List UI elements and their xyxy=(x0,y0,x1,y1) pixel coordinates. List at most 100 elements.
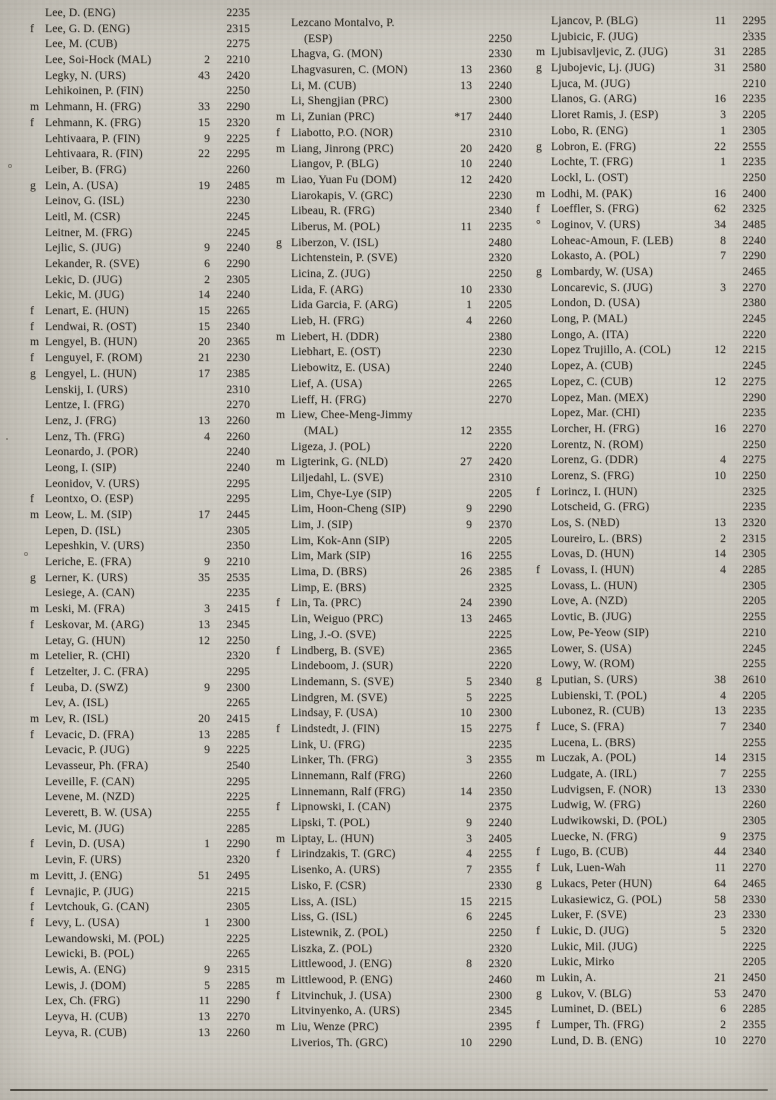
title-prefix: g xyxy=(536,61,542,75)
player-name: Lex, Ch. (FRG) xyxy=(45,994,121,1008)
player-name: Liberzon, V. (ISL) xyxy=(291,235,379,249)
games-count: 34 xyxy=(714,217,726,231)
rating-value: 2390 xyxy=(488,596,512,610)
rating-value: 2285 xyxy=(742,563,766,577)
player-name: Lopez, A. (CUB) xyxy=(551,359,633,373)
rating-value: 2235 xyxy=(742,155,766,169)
rating-value: 2235 xyxy=(742,500,766,514)
games-count: 16 xyxy=(714,421,726,435)
games-count: 12 xyxy=(714,374,726,388)
games-count: 12 xyxy=(198,633,210,647)
rating-list-row: m Liang, Jinrong (PRC) 20 2420 xyxy=(276,142,512,158)
rating-list-row: Liarokapis, V. (GRC) 2230 xyxy=(276,189,512,205)
player-name: Lejlic, S. (JUG) xyxy=(45,241,121,255)
rating-value: 2275 xyxy=(488,721,512,735)
title-prefix: f xyxy=(536,563,540,577)
player-name: Lee, G. D. (ENG) xyxy=(45,21,130,35)
rating-value: 2415 xyxy=(226,602,250,616)
rating-list-row: Lukic, Mirko 2205 xyxy=(536,955,766,971)
rating-value: 2205 xyxy=(488,298,512,312)
rating-value: 2315 xyxy=(742,751,766,765)
player-name: Ludgate, A. (IRL) xyxy=(551,767,637,780)
rating-value: 2385 xyxy=(488,565,512,579)
player-name: Lower, S. (USA) xyxy=(551,641,632,655)
rating-value: 2330 xyxy=(742,908,766,922)
rating-value: 2325 xyxy=(742,484,766,498)
games-count: 9 xyxy=(720,829,726,843)
games-count: 2 xyxy=(204,272,210,286)
player-name: Lugo, B. (CUB) xyxy=(551,845,629,859)
title-prefix: g xyxy=(536,876,542,890)
rating-list-row: Leonardo, J. (POR) 2240 xyxy=(30,445,250,461)
rating-value: 2250 xyxy=(742,468,766,482)
rating-value: 2240 xyxy=(488,361,512,375)
rating-value: 2245 xyxy=(226,225,250,239)
player-name: Lee, Soi-Hock (MAL) xyxy=(45,53,152,67)
rating-value: 2230 xyxy=(226,194,250,208)
rating-list-row: f Leontxo, O. (ESP) 2295 xyxy=(30,492,250,508)
games-count: 12 xyxy=(460,172,472,186)
scan-speck xyxy=(760,744,762,746)
rating-list-row: Low, Pe-Yeow (SIP) 2210 xyxy=(536,626,766,642)
games-count: 58 xyxy=(714,892,726,906)
player-name: Lehikoinen, P. (FIN) xyxy=(45,84,144,98)
player-name: Luminet, D. (BEL) xyxy=(551,1002,642,1016)
player-name: Lorcher, H. (FRG) xyxy=(551,421,640,435)
rating-value: 2300 xyxy=(488,988,512,1002)
rating-value: 2220 xyxy=(488,659,512,673)
rating-list-row: Lochte, T. (FRG) 1 2235 xyxy=(536,155,766,171)
title-prefix: f xyxy=(30,115,34,129)
player-name: Lukic, Mil. (JUG) xyxy=(551,939,638,953)
games-count: 14 xyxy=(198,288,210,302)
player-name: Lenz, J. (FRG) xyxy=(45,413,117,427)
title-prefix: m xyxy=(536,45,546,59)
rating-list-row: Lopez, Man. (MEX) 2290 xyxy=(536,391,766,407)
rating-list-row: Litvinyenko, A. (URS) 2345 xyxy=(276,1004,512,1020)
rating-value: 2260 xyxy=(226,413,250,427)
rating-value: 2295 xyxy=(226,664,250,678)
player-name: Liarokapis, V. (GRC) xyxy=(291,188,393,202)
games-count: 33 xyxy=(198,100,210,114)
games-count: 3 xyxy=(466,753,472,767)
rating-list-row: f Leuba, D. (SWZ) 9 2300 xyxy=(30,681,250,697)
rating-list-row: Lucena, L. (BRS) 2255 xyxy=(536,736,766,752)
player-name: Lim, Kok-Ann (SIP) xyxy=(291,533,390,547)
rating-list-row: Lopez, C. (CUB) 12 2275 xyxy=(536,375,766,391)
player-name: Limp, E. (BRS) xyxy=(291,580,367,594)
games-count: 9 xyxy=(204,962,210,976)
player-name: Lobron, E. (FRG) xyxy=(551,139,637,153)
rating-list-row: Lobo, R. (ENG) 1 2305 xyxy=(536,124,766,140)
player-name: Lima, D. (BRS) xyxy=(291,565,367,579)
rating-list-row: f Liabotto, P.O. (NOR) 2310 xyxy=(276,126,512,142)
rating-list-row: Ludwig, W. (FRG) 2260 xyxy=(536,798,766,814)
player-name: Liszka, Z. (POL) xyxy=(291,941,373,955)
player-name: Leitl, M. (CSR) xyxy=(45,209,121,223)
games-count: 10 xyxy=(460,157,472,171)
rating-list-row: f Lindstedt, J. (FIN) 15 2275 xyxy=(276,722,512,738)
rating-value: 2230 xyxy=(226,351,250,365)
games-count: 20 xyxy=(198,711,210,725)
rating-value: 2240 xyxy=(226,445,250,459)
title-prefix: m xyxy=(276,408,286,422)
player-name: Lindsay, F. (USA) xyxy=(291,706,378,720)
rating-value: 2300 xyxy=(488,706,512,720)
player-name: Lim, J. (SIP) xyxy=(291,518,353,531)
rating-list-row: Lekander, R. (SVE) 6 2290 xyxy=(30,257,250,273)
rating-value: 2395 xyxy=(488,1020,512,1033)
rating-list-row: Ludgate, A. (IRL) 7 2255 xyxy=(536,767,766,783)
rating-value: 2290 xyxy=(488,502,512,516)
rating-value: 2240 xyxy=(226,288,250,302)
rating-value: 2285 xyxy=(742,1002,766,1016)
rating-value: 2415 xyxy=(226,711,250,725)
title-prefix: g xyxy=(276,235,282,249)
rating-list-row: Limp, E. (BRS) 2325 xyxy=(276,581,512,597)
rating-list-row: Listewnik, Z. (POL) 2250 xyxy=(276,926,512,942)
title-prefix: g xyxy=(30,570,36,584)
player-name: Leow, L. M. (SIP) xyxy=(45,508,132,521)
player-name: Lieb, H. (FRG) xyxy=(291,314,365,328)
rating-value: 2310 xyxy=(488,470,512,484)
player-name: Link, U. (FRG) xyxy=(291,737,365,751)
player-name: Liss, A. (ISL) xyxy=(291,894,357,908)
rating-value: 2325 xyxy=(488,580,512,594)
player-name: Linnemann, Ralf (FRG) xyxy=(291,769,406,782)
